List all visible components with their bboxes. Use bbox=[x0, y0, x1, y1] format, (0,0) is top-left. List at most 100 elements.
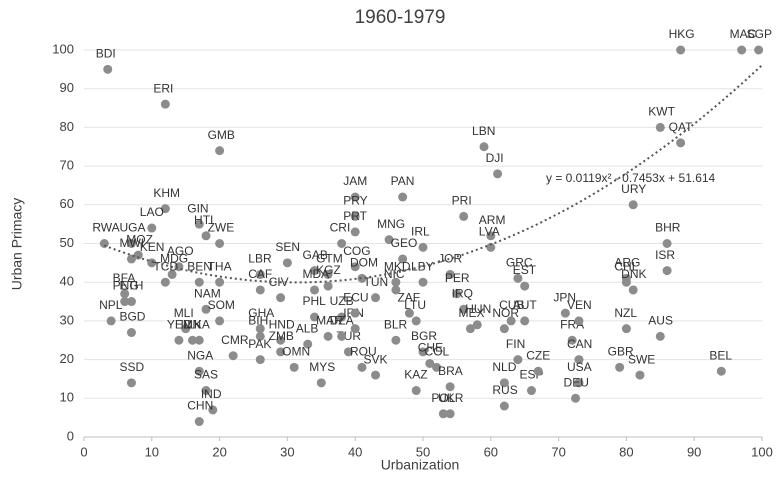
point-label: GRC bbox=[506, 256, 533, 270]
point bbox=[350, 324, 360, 334]
point bbox=[276, 335, 286, 345]
point bbox=[357, 362, 367, 372]
point bbox=[418, 242, 428, 252]
point-label: PNG bbox=[113, 279, 139, 293]
point-label: AGO bbox=[167, 244, 194, 258]
point bbox=[126, 328, 136, 338]
point bbox=[628, 285, 638, 295]
y-tick-label: 60 bbox=[60, 196, 74, 211]
point bbox=[404, 308, 414, 318]
point-label: CAF bbox=[248, 267, 272, 281]
point-label: MWI bbox=[119, 236, 144, 250]
point-label: KEN bbox=[140, 240, 165, 254]
point-label: ERI bbox=[153, 81, 173, 95]
point-label: MLI bbox=[174, 306, 194, 320]
point bbox=[371, 293, 381, 303]
point-label: SEN bbox=[275, 240, 300, 254]
point bbox=[357, 273, 367, 283]
point bbox=[574, 378, 584, 388]
point-label: DJI bbox=[486, 151, 504, 165]
x-tick-label: 20 bbox=[212, 444, 226, 459]
point bbox=[337, 331, 347, 341]
point-label: BGD bbox=[119, 310, 145, 324]
point bbox=[655, 331, 665, 341]
point bbox=[194, 366, 204, 376]
point bbox=[160, 99, 170, 109]
point bbox=[571, 393, 581, 403]
point-label: GMB bbox=[208, 128, 235, 142]
point-label: CHN bbox=[187, 399, 213, 413]
point bbox=[676, 138, 686, 148]
point-label: SVK bbox=[364, 352, 388, 366]
point bbox=[215, 277, 225, 287]
point-label: GBR bbox=[608, 345, 634, 359]
point-label: ARM bbox=[479, 213, 506, 227]
point bbox=[350, 308, 360, 318]
point-label: LKA bbox=[187, 317, 210, 331]
point bbox=[310, 312, 320, 322]
point-label: NOR bbox=[492, 306, 519, 320]
point bbox=[255, 324, 265, 334]
point-label: PHL bbox=[303, 294, 327, 308]
point-label: MAR bbox=[316, 314, 343, 328]
point-label: OMN bbox=[282, 345, 310, 359]
point bbox=[103, 64, 113, 74]
point bbox=[350, 227, 360, 237]
point-label: ARG bbox=[614, 256, 640, 270]
point bbox=[371, 370, 381, 380]
point-label: ZMB bbox=[269, 329, 294, 343]
point bbox=[391, 277, 401, 287]
point bbox=[506, 316, 516, 326]
point-label: BIH bbox=[248, 314, 268, 328]
point bbox=[316, 378, 326, 388]
point-label: NGA bbox=[187, 348, 213, 362]
point bbox=[567, 335, 577, 345]
point bbox=[350, 192, 360, 202]
point bbox=[513, 273, 523, 283]
point bbox=[228, 351, 238, 361]
point-label: POL bbox=[431, 391, 455, 405]
point-label: BLR bbox=[384, 317, 408, 331]
point bbox=[255, 269, 265, 279]
y-tick-label: 90 bbox=[60, 80, 74, 95]
x-tick-label: 0 bbox=[80, 444, 87, 459]
point-label: AUT bbox=[513, 298, 538, 312]
point bbox=[215, 239, 225, 248]
point bbox=[187, 335, 197, 345]
x-tick-label: 100 bbox=[751, 444, 773, 459]
point-label: LAO bbox=[140, 205, 164, 219]
point-label: KGZ bbox=[316, 263, 341, 277]
point-label: MNG bbox=[377, 217, 405, 231]
y-axis-label: Urban Primacy bbox=[9, 198, 25, 291]
point-label: MDG bbox=[160, 252, 188, 266]
x-tick-label: 50 bbox=[416, 444, 430, 459]
x-tick-label: 40 bbox=[348, 444, 362, 459]
point bbox=[635, 370, 645, 380]
point-label: QAT bbox=[669, 120, 693, 134]
point bbox=[574, 316, 584, 326]
trendline bbox=[103, 64, 763, 284]
point-label: SWE bbox=[628, 352, 655, 366]
point-label: CRI bbox=[330, 221, 351, 235]
x-tick-label: 90 bbox=[687, 444, 701, 459]
point bbox=[391, 285, 401, 295]
point-label: MDA bbox=[303, 267, 330, 281]
point-label: IRL bbox=[411, 225, 430, 239]
point-label: BDI bbox=[96, 47, 116, 61]
point-label: LTU bbox=[404, 298, 426, 312]
point-label: SOM bbox=[208, 298, 235, 312]
point-label: EST bbox=[513, 263, 537, 277]
point bbox=[445, 382, 455, 392]
point-label: DOM bbox=[350, 256, 378, 270]
point bbox=[208, 405, 218, 415]
chart-title: 1960-1979 bbox=[355, 7, 446, 28]
point bbox=[398, 192, 408, 202]
point bbox=[662, 239, 672, 248]
point-label: RUS bbox=[492, 383, 517, 397]
point bbox=[194, 417, 204, 427]
point bbox=[350, 211, 360, 221]
point-label: DNK bbox=[621, 267, 646, 281]
point bbox=[615, 362, 625, 372]
point-label: PRI bbox=[452, 194, 472, 208]
